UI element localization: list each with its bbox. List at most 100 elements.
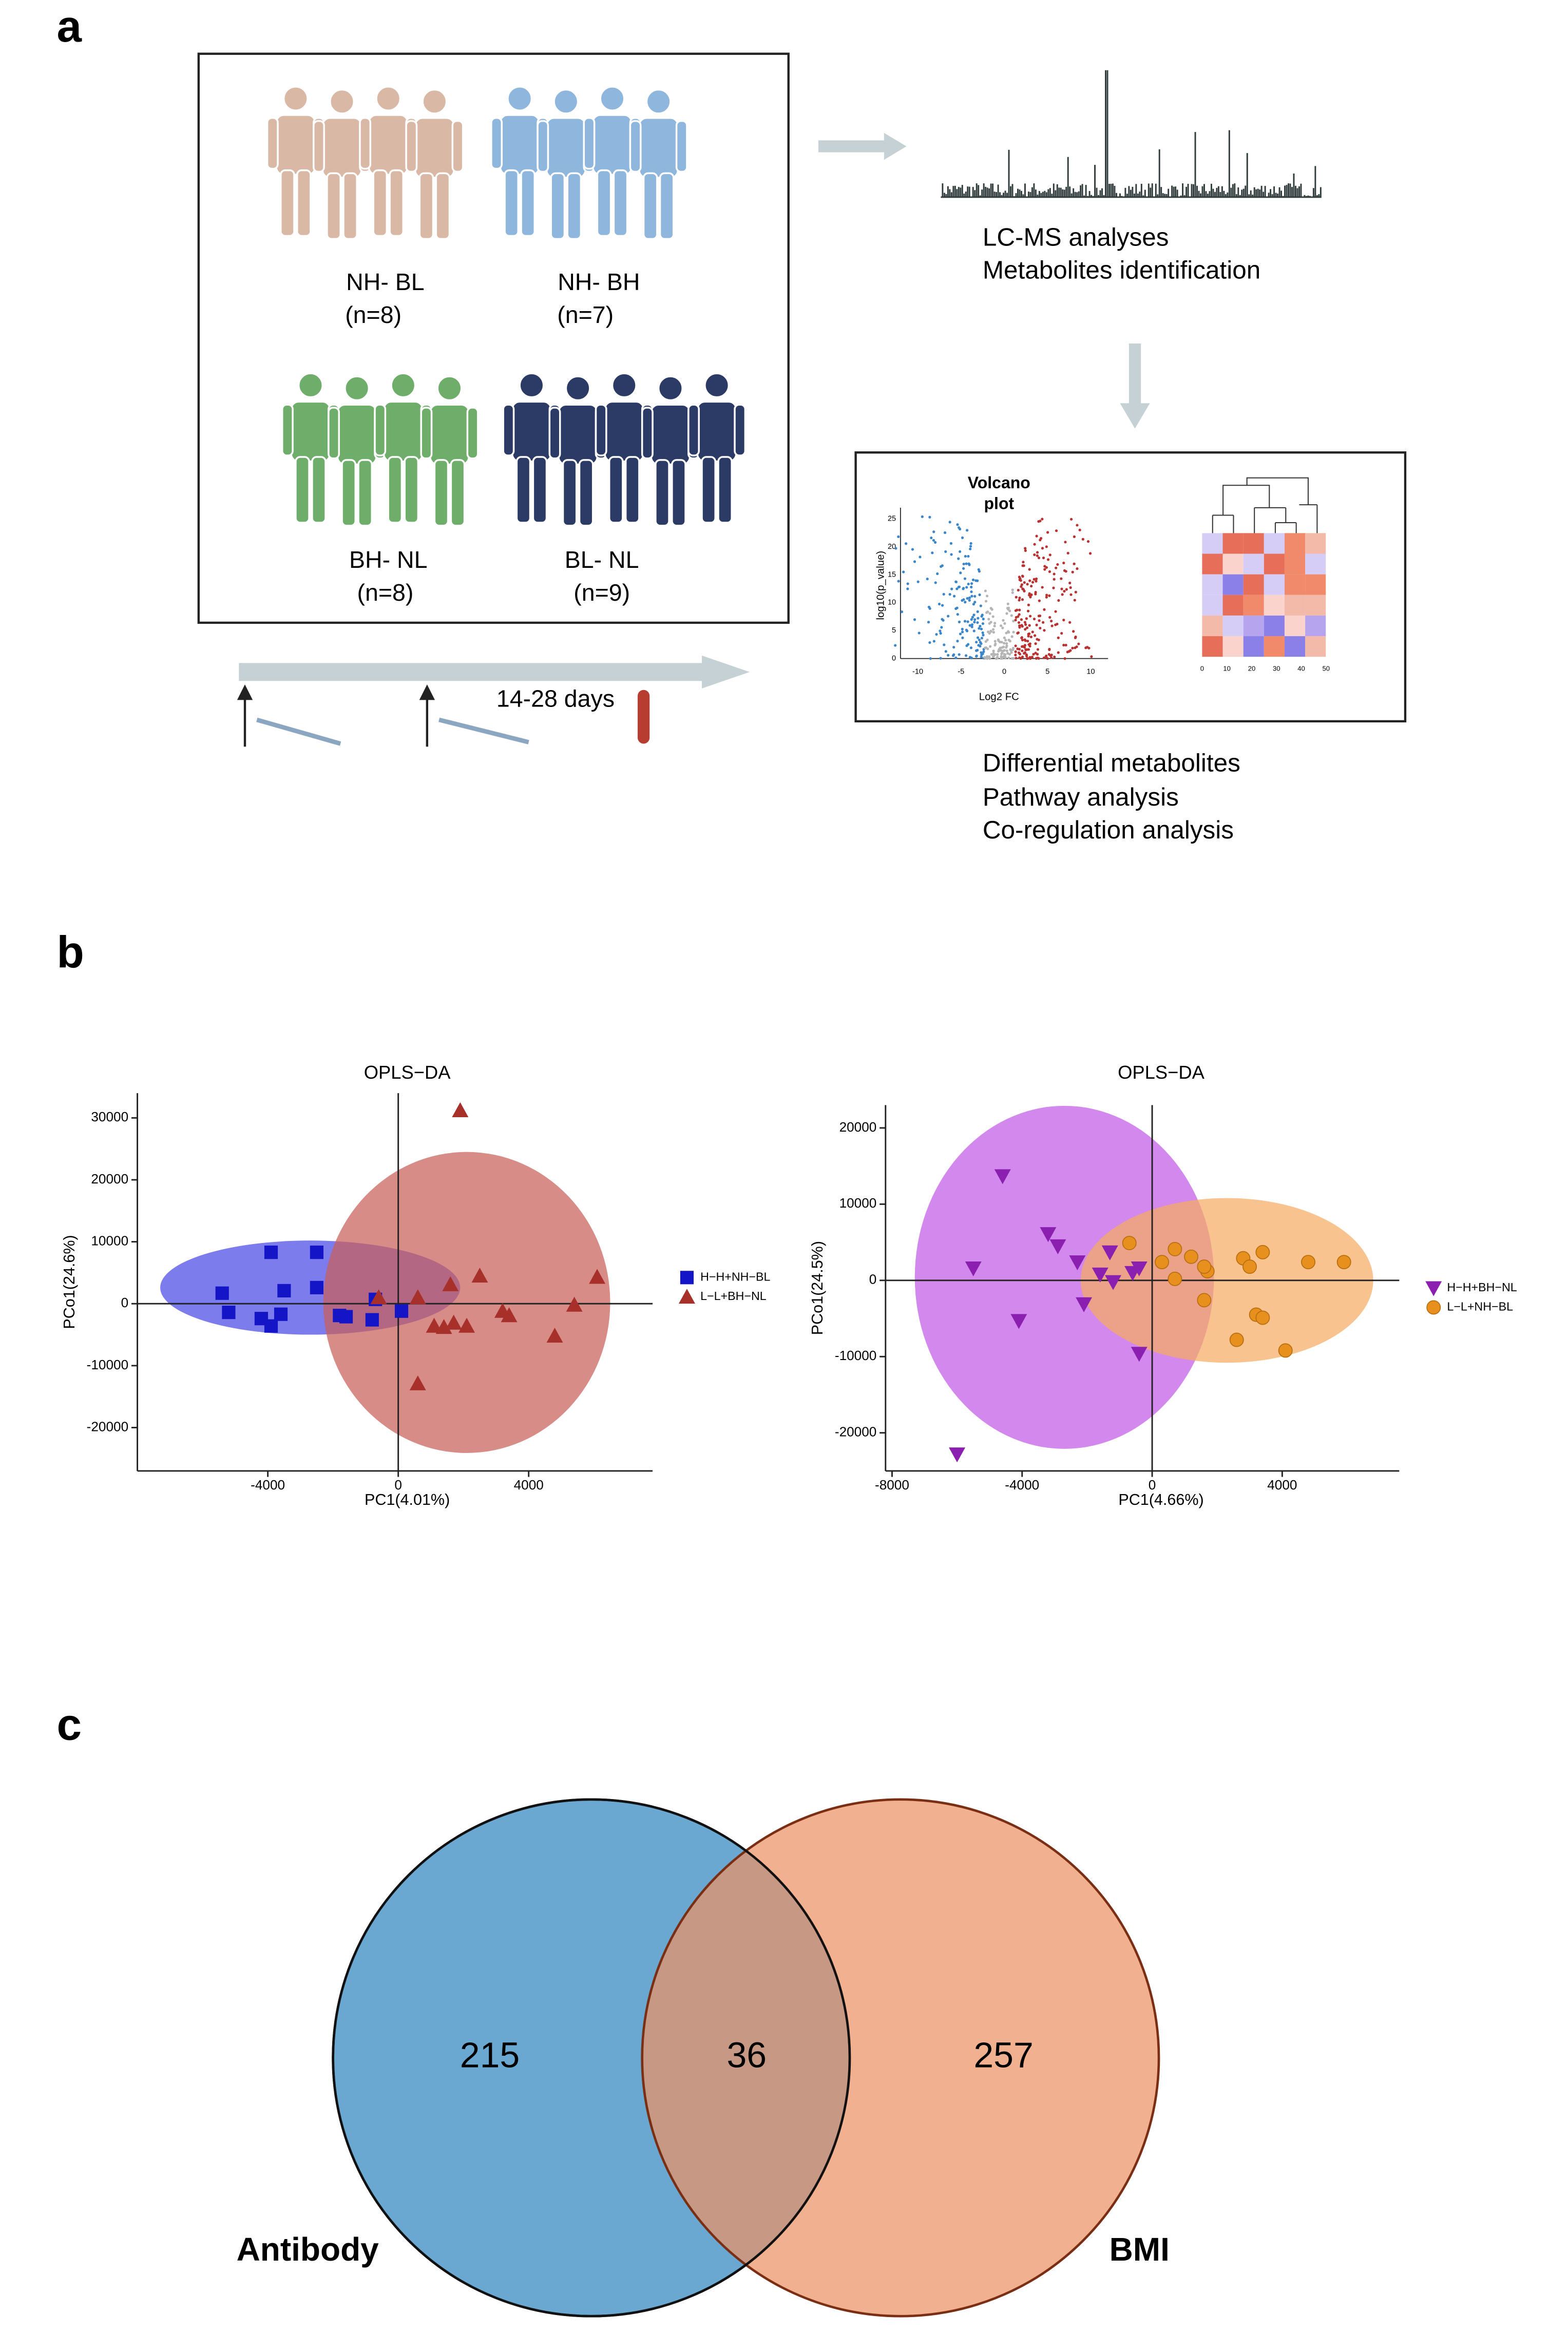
volcano-dot [1005,649,1008,653]
volcano-dot [913,560,916,563]
dendrogram [1212,477,1318,533]
volcano-dot [978,627,981,630]
volcano-dot [968,599,971,602]
volcano-dot [979,641,982,644]
volcano-xtick: -10 [912,668,923,676]
heatmap-cell [1202,595,1223,616]
volcano-dot [1021,655,1024,659]
y-tick-label: -10000 [87,1357,128,1372]
volcano-dot [1069,593,1073,596]
legend-marker [678,1289,695,1304]
volcano-dot [1027,594,1031,597]
volcano-dot [939,629,942,633]
volcano-dot [906,582,909,585]
volcano-dot [1068,621,1072,624]
volcano-dot [978,638,981,641]
volcano-dot [1062,561,1065,565]
legend-label: L−L+BH−NL [700,1289,767,1303]
volcano-dot [1039,626,1042,629]
x-tick-label: 4000 [1267,1477,1297,1493]
volcano-dot [1025,657,1029,660]
volcano-dot [1024,549,1027,552]
point [310,1246,323,1259]
volcano-dot [988,622,991,625]
volcano-dot [1014,644,1017,647]
volcano-dot [982,617,985,621]
heatmap-xtick: 0 [1200,664,1204,672]
heatmap-xtick: 50 [1323,664,1330,672]
volcano-dot [1021,598,1024,601]
volcano-dot [1050,654,1053,657]
volcano-dot [1063,657,1066,660]
volcano-dot [1036,554,1039,557]
volcano-dot [1041,518,1044,521]
venn-diagram: 215 36 257 Antibody BMI [237,1798,1170,2318]
volcano-dot [1012,630,1015,634]
analysis-box [854,451,1407,723]
volcano-dot [1053,655,1056,659]
heatmap-cell [1243,533,1264,554]
volcano-dot [1035,580,1038,583]
volcano-dot [913,618,916,621]
point [1242,1259,1257,1274]
legend-label: H−H+BH−NL [1447,1280,1517,1294]
volcano-dot [970,618,973,621]
volcano-dot [1021,638,1024,642]
volcano-dot [993,643,997,647]
volcano-dot [1074,646,1077,649]
volcano-xtick: -5 [958,668,964,676]
volcano-dot [957,526,961,529]
volcano-dot [990,608,993,611]
volcano-dot [1034,592,1037,596]
scatter-chart: -4000 0 4000 -20000 -10000 0 10000 20000 30000 OP… [61,1062,771,1508]
volcano-dot [947,615,950,618]
volcano-dot [980,651,983,654]
volcano-dot [1038,619,1041,622]
volcano-ytick: 0 [892,655,896,663]
volcano-dot [1077,642,1080,645]
volcano-dot [932,539,935,542]
volcano-dot [961,627,964,630]
heatmap-cell [1222,574,1244,595]
volcano-dot [897,580,900,583]
volcano-dot [1023,646,1026,649]
volcano-dot [980,637,984,640]
volcano-dot [934,541,937,544]
volcano-dot [1015,657,1018,660]
legend-label: H−H+NH−BL [700,1270,770,1283]
volcano-dot [962,567,965,570]
volcano-dot [1034,642,1037,645]
volcano-dot [941,604,944,607]
volcano-dot [1010,635,1014,638]
volcano-dot [970,585,973,588]
volcano-dot [982,634,985,637]
volcano-dot [975,641,978,644]
volcano-dot [962,562,965,566]
point [1131,1261,1148,1277]
volcano-dot [1042,656,1045,659]
point [1168,1271,1182,1286]
heatmap-cell [1243,615,1264,637]
volcano-dot [961,536,964,539]
point [1184,1249,1199,1264]
volcano-dot [1001,626,1004,629]
volcano-xtick: 0 [1002,668,1006,676]
point [310,1280,323,1294]
volcano-dot [1028,568,1031,571]
lcms-text: Metabolites identification [983,256,1260,284]
volcano-dot [1064,570,1067,573]
point [452,1102,469,1117]
volcano-dot [1007,656,1010,659]
volcano-dot [978,593,981,597]
volcano-dot [949,542,953,545]
heatmap-cell [1305,636,1326,657]
volcano-dot [956,523,959,526]
point [409,1375,426,1390]
volcano-dot [1015,596,1018,599]
volcano-dot [1036,653,1039,656]
volcano-dot [938,602,941,606]
y-axis-label: PCo1(24.6%) [61,1235,78,1329]
volcano-dot [950,553,953,556]
volcano-dot [970,625,973,628]
point [1278,1343,1293,1358]
